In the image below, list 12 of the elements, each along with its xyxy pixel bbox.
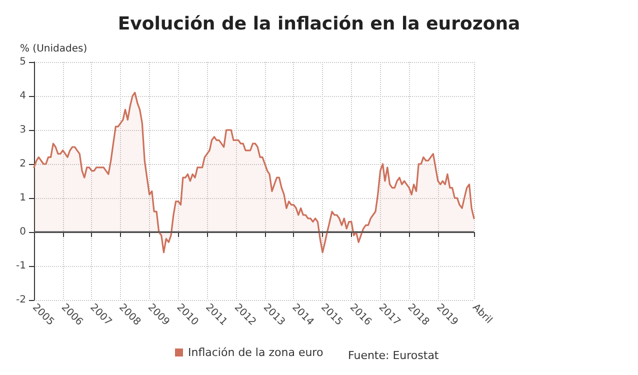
- y-axis-title: % (Unidades): [20, 44, 88, 54]
- y-tick-label: 1: [20, 192, 26, 204]
- y-tick-label: 2: [20, 158, 26, 170]
- y-tick-label: 3: [20, 124, 26, 136]
- y-tick-label: 4: [20, 90, 26, 102]
- y-tick-label: 0: [20, 226, 26, 238]
- legend-label: Inflación de la zona euro: [188, 346, 324, 359]
- y-tick-label: -1: [16, 260, 26, 272]
- y-tick-label: -2: [16, 294, 26, 306]
- chart-title: Evolución de la inflación en la eurozona: [118, 14, 520, 34]
- source-note: Fuente: Eurostat: [348, 349, 440, 362]
- y-tick-label: 5: [20, 56, 26, 68]
